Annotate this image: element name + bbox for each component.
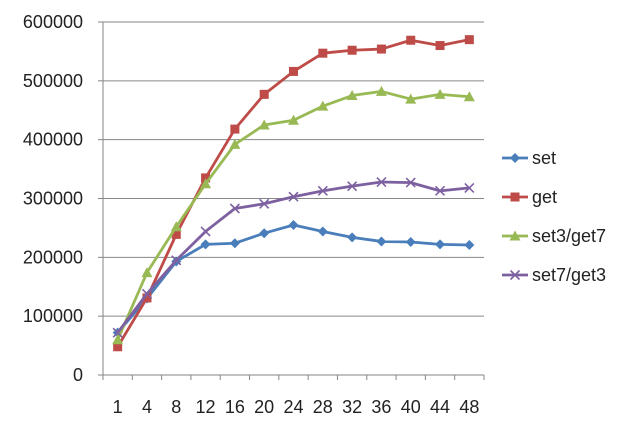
data-point-set3-get7 <box>288 114 299 125</box>
data-point-set7-get3 <box>288 191 299 202</box>
legend-marker <box>510 153 520 163</box>
data-point-get <box>113 342 123 352</box>
y-tick-label: 100000 <box>23 306 83 326</box>
x-tick-label: 24 <box>283 397 303 417</box>
data-point-set3-get7 <box>112 334 124 345</box>
data-point-get <box>171 229 181 239</box>
legend-label: get <box>532 187 557 207</box>
x-tick-label: 28 <box>313 397 333 417</box>
data-point-set <box>259 228 270 239</box>
data-point-set <box>347 232 358 243</box>
y-tick-label: 0 <box>73 365 83 385</box>
data-point-set7-get3 <box>200 226 211 237</box>
data-point-set <box>200 239 211 250</box>
data-point-set <box>405 237 416 248</box>
series-set <box>112 219 475 338</box>
data-point-set3-get7 <box>405 93 417 104</box>
data-point-set7-get3 <box>171 255 182 266</box>
x-tick-label: 4 <box>142 397 152 417</box>
data-point-set3-get7 <box>258 119 270 130</box>
data-point-set7-get3 <box>434 185 446 196</box>
data-point-get <box>230 124 240 134</box>
x-tick-label: 20 <box>254 397 274 417</box>
data-point-set3-get7 <box>170 221 182 232</box>
data-point-get <box>318 48 328 58</box>
data-point-set3-get7 <box>375 85 387 96</box>
legend-entry-set7-get3: set7/get3 <box>502 265 606 285</box>
data-point-set7-get3 <box>376 176 387 188</box>
y-tick-label: 600000 <box>23 12 83 32</box>
series-line-set3-get7 <box>116 90 470 341</box>
data-point-set7-get3 <box>259 198 270 209</box>
legend-entry-set3-get7: set3/get7 <box>502 226 606 246</box>
data-point-set <box>435 239 446 250</box>
legend-label: set <box>532 148 556 168</box>
legend-label: set3/get7 <box>532 226 606 246</box>
y-tick-label: 500000 <box>23 71 83 91</box>
data-point-set3-get7 <box>463 91 475 102</box>
y-tick-label: 400000 <box>23 130 83 150</box>
data-point-set7-get3 <box>229 203 240 214</box>
data-point-set3-get7 <box>317 100 329 111</box>
data-point-set7-get3 <box>405 177 416 188</box>
data-point-set3-get7 <box>229 138 241 149</box>
data-point-set7-get3 <box>112 327 123 338</box>
legend-label: set7/get3 <box>532 265 606 285</box>
legend-entry-get: get <box>502 187 557 207</box>
data-point-set <box>464 239 475 250</box>
x-tick-label: 44 <box>430 397 450 417</box>
data-point-set7-get3 <box>464 182 475 193</box>
data-point-get <box>142 293 152 303</box>
series-line-get <box>116 38 470 348</box>
data-point-set <box>317 226 328 237</box>
data-point-set7-get3 <box>347 181 358 192</box>
legend-marker <box>510 192 520 202</box>
series-lines <box>112 35 475 352</box>
data-point-set <box>288 219 299 230</box>
data-point-set <box>376 236 387 247</box>
y-tick-label: 200000 <box>23 247 83 267</box>
data-point-set <box>229 238 240 249</box>
x-tick-label: 36 <box>371 397 391 417</box>
data-point-set7-get3 <box>317 185 328 196</box>
data-point-get <box>259 89 269 99</box>
data-point-get <box>435 41 445 51</box>
series-set3-get7 <box>112 85 475 345</box>
data-point-set3-get7 <box>200 178 212 189</box>
data-point-get <box>289 66 298 76</box>
data-point-get <box>464 35 474 45</box>
legend-marker <box>509 230 521 241</box>
series-get <box>113 35 474 352</box>
x-tick-label: 40 <box>401 397 421 417</box>
legend: set get set3/get7 set7/get3 <box>502 148 606 285</box>
data-point-set3-get7 <box>434 88 446 99</box>
x-tick-label: 48 <box>459 397 479 417</box>
x-tick-label: 32 <box>342 397 362 417</box>
y-tick-label: 300000 <box>23 189 83 209</box>
data-point-set7-get3 <box>141 288 153 299</box>
data-point-get <box>406 35 416 45</box>
x-tick-label: 1 <box>113 397 123 417</box>
data-point-set3-get7 <box>346 90 358 101</box>
x-tick-label: 8 <box>171 397 181 417</box>
data-point-get <box>201 173 211 183</box>
legend-entry-set: set <box>502 148 556 168</box>
data-point-set3-get7 <box>141 267 153 278</box>
data-point-get <box>347 45 357 55</box>
series-set7-get3 <box>112 176 475 338</box>
data-point-get <box>376 44 386 54</box>
legend-marker <box>509 269 521 281</box>
x-tick-label: 12 <box>196 397 216 417</box>
x-tick-label: 16 <box>225 397 245 417</box>
